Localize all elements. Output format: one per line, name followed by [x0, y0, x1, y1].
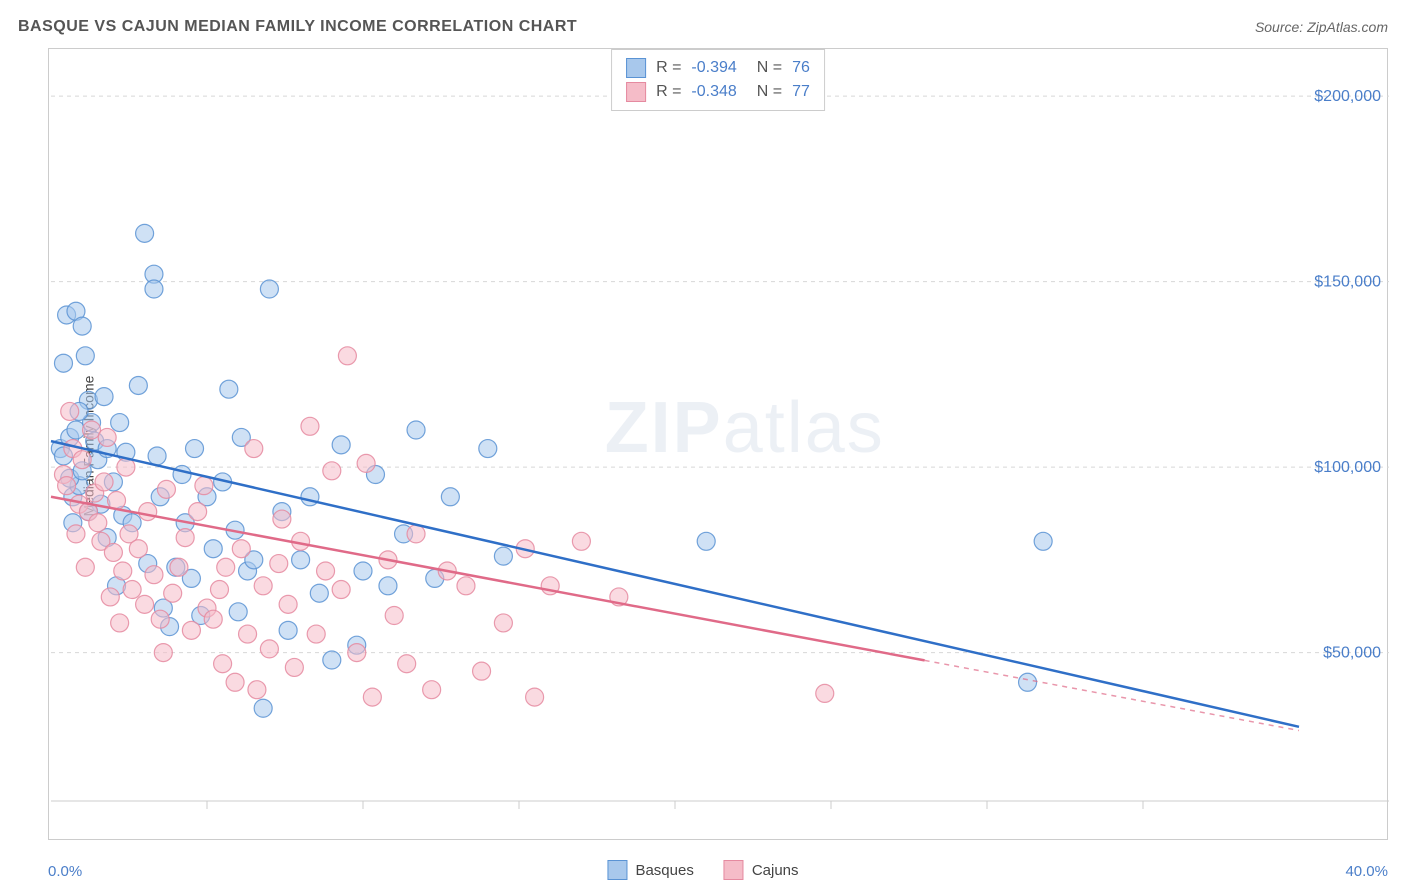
stats-legend: R = -0.394 N = 76 R = -0.348 N = 77 — [611, 49, 825, 111]
chart-area: $50,000$100,000$150,000$200,000 ZIPatlas… — [48, 48, 1388, 840]
chart-header: BASQUE VS CAJUN MEDIAN FAMILY INCOME COR… — [18, 18, 1388, 36]
x-axis-label-max: 40.0% — [1345, 863, 1388, 880]
svg-text:$100,000: $100,000 — [1314, 459, 1381, 476]
basques-legend-swatch-icon — [607, 860, 627, 880]
legend-item-cajuns: Cajuns — [724, 860, 799, 880]
chart-title: BASQUE VS CAJUN MEDIAN FAMILY INCOME COR… — [18, 18, 577, 36]
legend-item-basques: Basques — [607, 860, 693, 880]
cajuns-legend-swatch-icon — [724, 860, 744, 880]
stats-row-basques: R = -0.394 N = 76 — [626, 56, 810, 80]
x-axis-label-min: 0.0% — [48, 863, 82, 880]
stats-row-cajuns: R = -0.348 N = 77 — [626, 80, 810, 104]
series-legend: Basques Cajuns — [607, 860, 798, 880]
chart-source: Source: ZipAtlas.com — [1255, 19, 1388, 35]
scatter-chart-svg: $50,000 $100,000 $150,000 $200,000 — [49, 49, 1389, 841]
basques-swatch-icon — [626, 58, 646, 78]
svg-text:$200,000: $200,000 — [1314, 88, 1381, 105]
svg-text:$50,000: $50,000 — [1323, 645, 1381, 662]
cajuns-swatch-icon — [626, 82, 646, 102]
svg-text:$150,000: $150,000 — [1314, 274, 1381, 291]
